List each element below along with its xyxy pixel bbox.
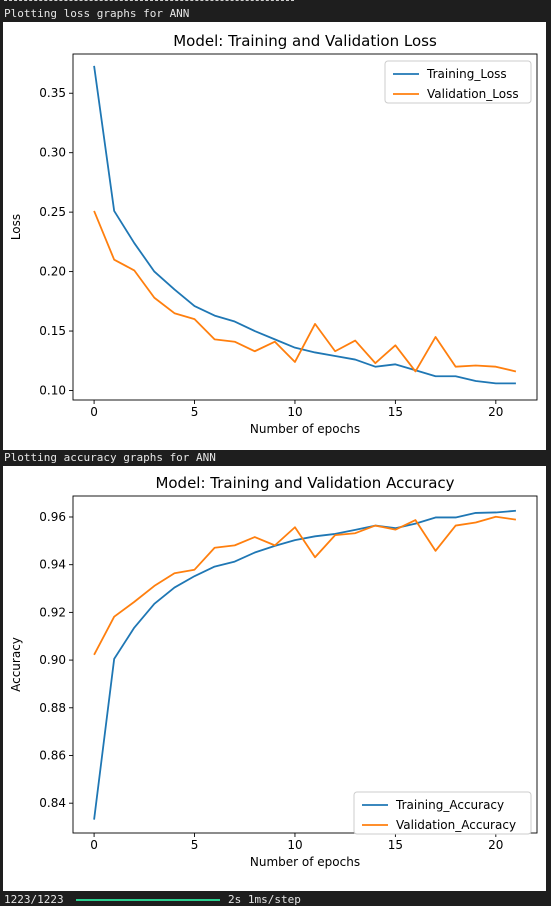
progress-count: 1223/1223 [4,893,64,906]
x-tick-label: 15 [388,405,403,419]
x-tick-label: 0 [90,405,98,419]
y-tick-label: 0.94 [39,558,66,572]
loss-caption: Plotting loss graphs for ANN [4,7,190,20]
legend-box [353,791,532,835]
progress-bar-fill [76,899,220,901]
y-tick-label: 0.84 [39,796,66,810]
legend-label-validation: Validation_Accuracy [396,818,516,832]
y-tick-label: 0.10 [39,383,66,397]
series-line-validation [93,210,517,373]
plot-frame [72,495,538,834]
legend-label-training: Training_Loss [426,67,507,81]
legend: Training_Loss Validation_Loss [384,60,532,104]
y-tick-label: 0.86 [39,748,66,762]
accuracy-caption: Plotting accuracy graphs for ANN [4,451,216,464]
chart-title: Model: Training and Validation Accuracy [155,474,454,492]
x-tick-label: 10 [287,405,302,419]
legend: Training_Accuracy Validation_Accuracy [353,791,532,835]
legend-box [384,60,532,104]
y-tick-label: 0.15 [39,324,66,338]
legend-label-training: Training_Accuracy [395,798,504,812]
loss-figure: Model: Training and Validation Loss 0 5 10 1… [3,22,546,450]
loss-chart: Model: Training and Validation Loss 0 5 10 1… [9,32,538,436]
series-line-training [93,65,516,385]
y-tick-label: 0.30 [39,146,66,160]
x-tick-label: 15 [388,838,403,852]
series-line-validation [93,515,517,656]
progress-bar [76,899,220,901]
accuracy-chart: Model: Training and Validation Accuracy 0… [9,474,538,869]
plot-frame [72,53,538,401]
y-tick-label: 0.88 [39,701,66,715]
x-axis-label: Number of epochs [250,422,360,436]
y-tick-label: 0.92 [39,605,66,619]
progress-info: 2s 1ms/step [228,893,301,906]
x-tick-label: 20 [488,838,503,852]
y-axis-label: Loss [9,214,23,240]
legend-label-validation: Validation_Loss [427,87,519,101]
y-tick-label: 0.25 [39,205,66,219]
x-tick-label: 20 [488,405,503,419]
y-tick-label: 0.96 [39,510,66,524]
x-axis-label: Number of epochs [250,855,360,869]
y-tick-label: 0.90 [39,653,66,667]
separator-line [4,0,294,1]
y-tick-label: 0.20 [39,265,66,279]
y-tick-label: 0.35 [39,86,66,100]
chart-title: Model: Training and Validation Loss [173,32,437,50]
x-tick-label: 0 [90,838,98,852]
y-axis-label: Accuracy [9,637,23,692]
accuracy-figure: Model: Training and Validation Accuracy 0… [3,466,546,891]
x-tick-label: 5 [191,405,199,419]
x-tick-label: 5 [191,838,199,852]
x-tick-label: 10 [287,838,302,852]
series-line-training [93,509,516,820]
training-progress: 1223/1223 2s 1ms/step [0,893,551,906]
